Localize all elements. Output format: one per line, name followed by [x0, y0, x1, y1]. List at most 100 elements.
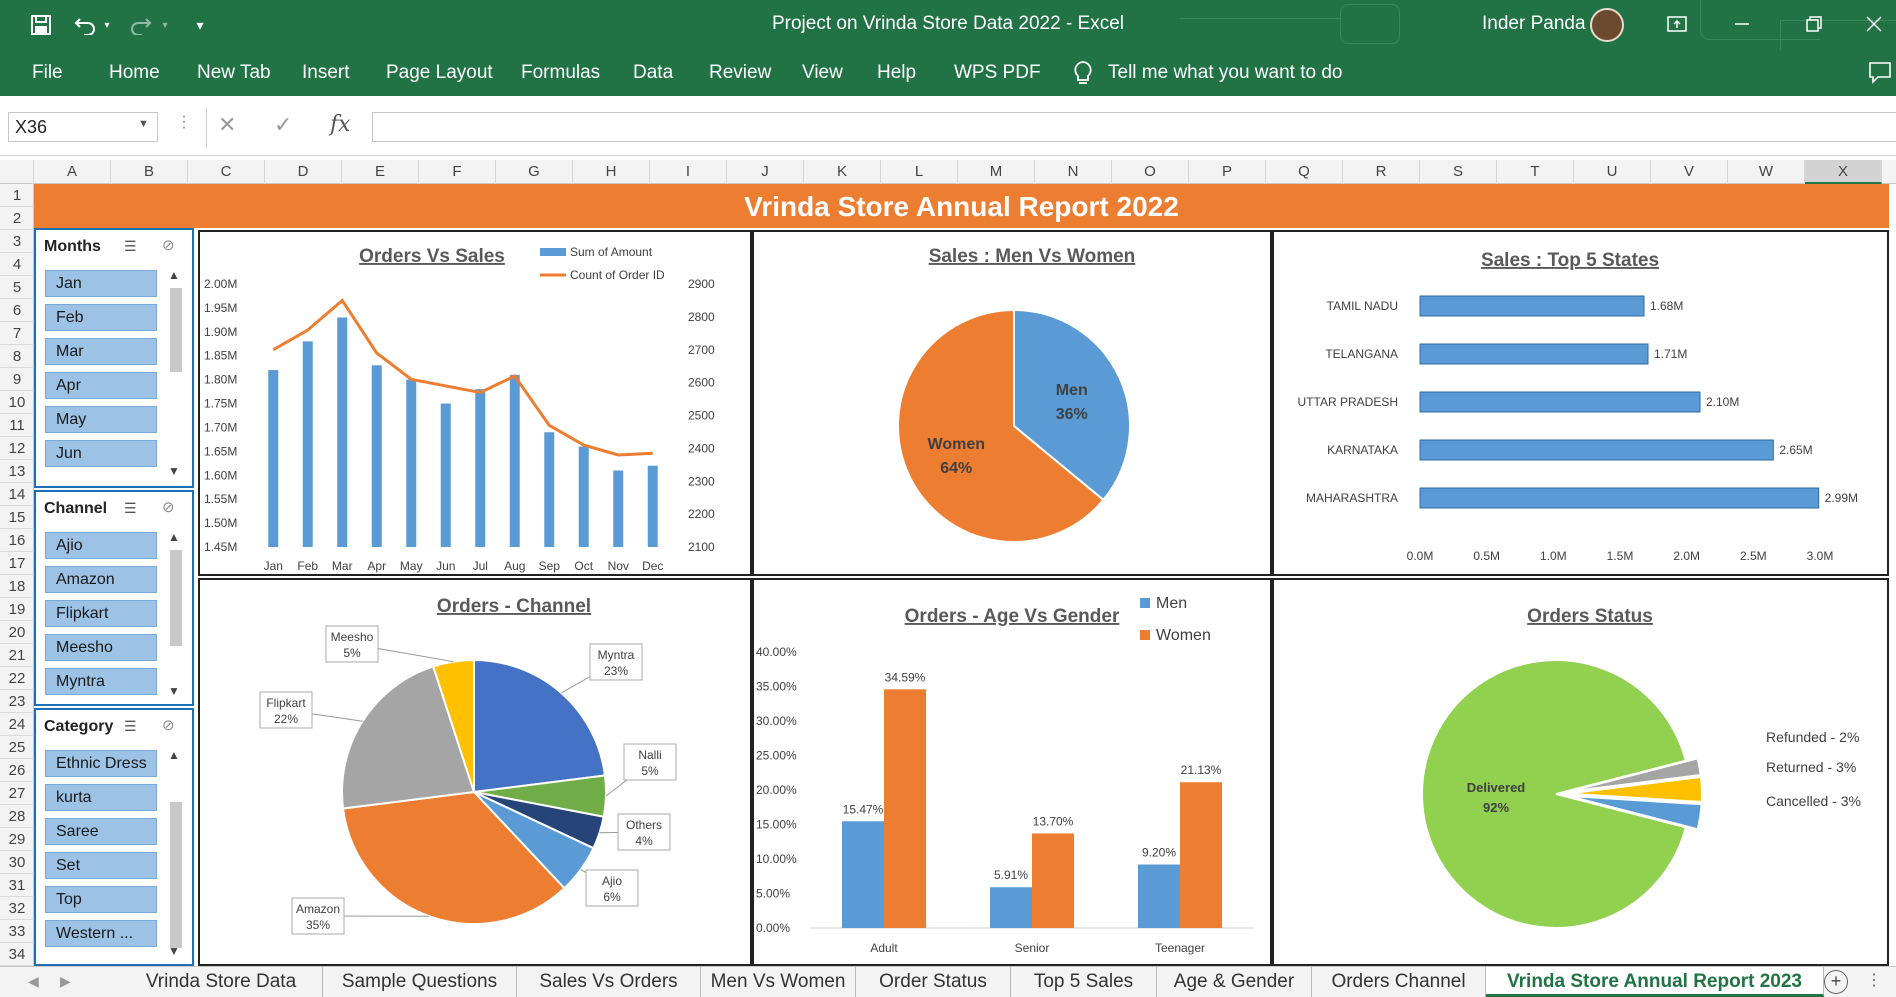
column-header[interactable]: H — [573, 160, 650, 184]
column-header[interactable]: C — [188, 160, 265, 184]
row-header[interactable]: 11 — [0, 414, 34, 437]
tab-wps-pdf[interactable]: WPS PDF — [954, 62, 1041, 83]
tab-home[interactable]: Home — [109, 62, 160, 83]
row-header[interactable]: 34 — [0, 943, 34, 966]
sheet-tab[interactable]: Order Status — [856, 967, 1011, 997]
insert-function-icon[interactable]: fx — [330, 112, 351, 137]
column-header[interactable]: U — [1574, 160, 1651, 184]
tab-insert[interactable]: Insert — [302, 62, 350, 83]
slicer-item-apr[interactable]: Apr — [45, 372, 157, 399]
redo-dropdown-icon[interactable]: ▾ — [162, 19, 168, 31]
scroll-down-icon[interactable]: ▼ — [168, 464, 180, 478]
row-header[interactable]: 33 — [0, 920, 34, 943]
row-header[interactable]: 32 — [0, 897, 34, 920]
row-header[interactable]: 25 — [0, 736, 34, 759]
restore-icon[interactable] — [1792, 6, 1836, 42]
scroll-thumb[interactable] — [170, 802, 182, 948]
column-header[interactable]: M — [958, 160, 1035, 184]
sheet-tab[interactable]: Sales Vs Orders — [517, 967, 701, 997]
row-header[interactable]: 28 — [0, 805, 34, 828]
slicer-item-myntra[interactable]: Myntra — [45, 668, 157, 695]
row-header[interactable]: 29 — [0, 828, 34, 851]
worksheet[interactable]: Vrinda Store Annual Report 2022 Months ☰… — [34, 184, 1896, 966]
slicer-item-ajio[interactable]: Ajio — [45, 532, 157, 559]
undo-dropdown-icon[interactable]: ▾ — [104, 19, 110, 31]
category-slicer[interactable]: Category ☰ ⊘ Ethnic Dress kurta Saree Se… — [34, 708, 194, 966]
channel-slicer[interactable]: Channel ☰ ⊘ Ajio Amazon Flipkart Meesho … — [34, 490, 194, 706]
clear-filter-icon[interactable]: ⊘ — [162, 499, 175, 516]
scroll-up-icon[interactable]: ▲ — [168, 748, 180, 762]
slicer-item-top[interactable]: Top — [45, 886, 157, 913]
slicer-scrollbar[interactable]: ▲ ▼ — [166, 268, 186, 482]
add-sheet-icon[interactable]: + — [1824, 970, 1848, 994]
tab-file[interactable]: File — [32, 62, 63, 83]
slicer-item-western[interactable]: Western ... — [45, 920, 157, 947]
slicer-scrollbar[interactable]: ▲ ▼ — [166, 748, 186, 962]
sheet-tab[interactable]: Vrinda Store Data — [120, 967, 323, 997]
column-header[interactable]: D — [265, 160, 342, 184]
slicer-item-may[interactable]: May — [45, 406, 157, 433]
slicer-item-kurta[interactable]: kurta — [45, 784, 157, 811]
column-header[interactable]: G — [496, 160, 573, 184]
tab-formulas[interactable]: Formulas — [521, 62, 601, 83]
cancel-formula-icon[interactable]: ✕ — [218, 112, 237, 137]
column-header[interactable]: P — [1189, 160, 1266, 184]
clear-filter-icon[interactable]: ⊘ — [162, 717, 175, 734]
row-header[interactable]: 16 — [0, 529, 34, 552]
sheet-tab[interactable]: Age & Gender — [1157, 967, 1312, 997]
column-header[interactable]: I — [650, 160, 727, 184]
row-header[interactable]: 8 — [0, 345, 34, 368]
lightbulb-icon[interactable] — [1070, 59, 1096, 87]
row-header[interactable]: 3 — [0, 230, 34, 253]
column-header[interactable]: V — [1651, 160, 1728, 184]
tell-me-search[interactable]: Tell me what you want to do — [1108, 62, 1343, 83]
name-box[interactable]: X36 — [8, 112, 158, 142]
column-header[interactable]: X — [1805, 160, 1882, 184]
column-header[interactable]: J — [727, 160, 804, 184]
scroll-thumb[interactable] — [170, 550, 182, 646]
tab-view[interactable]: View — [802, 62, 843, 83]
avatar[interactable] — [1590, 8, 1624, 42]
row-header[interactable]: 2 — [0, 207, 34, 230]
clear-filter-icon[interactable]: ⊘ — [162, 237, 175, 254]
sheet-tab[interactable]: Men Vs Women — [701, 967, 856, 997]
scroll-thumb[interactable] — [170, 288, 182, 372]
top-5-states-chart[interactable]: Sales : Top 5 States TAMIL NADU 1.68M TELAN… — [1272, 230, 1889, 576]
sheet-tab[interactable]: Top 5 Sales — [1011, 967, 1157, 997]
tab-data[interactable]: Data — [633, 62, 674, 83]
row-header[interactable]: 17 — [0, 552, 34, 575]
slicer-item-mar[interactable]: Mar — [45, 338, 157, 365]
comments-icon[interactable] — [1868, 60, 1892, 89]
sheet-tab[interactable]: Sample Questions — [323, 967, 517, 997]
row-header[interactable]: 21 — [0, 644, 34, 667]
column-header[interactable]: S — [1420, 160, 1497, 184]
sales-men-women-chart[interactable]: Sales : Men Vs Women Men 36% Women 64% — [752, 230, 1272, 576]
scroll-up-icon[interactable]: ▲ — [168, 530, 180, 544]
row-header[interactable]: 4 — [0, 253, 34, 276]
row-header[interactable]: 7 — [0, 322, 34, 345]
row-header[interactable]: 27 — [0, 782, 34, 805]
scroll-tabs-right-icon[interactable]: ▶ — [60, 973, 71, 989]
row-header[interactable]: 10 — [0, 391, 34, 414]
orders-status-chart[interactable]: Orders Status Delivered 92% Refunded - 2% Re… — [1272, 578, 1889, 966]
slicer-item-set[interactable]: Set — [45, 852, 157, 879]
row-header[interactable]: 23 — [0, 690, 34, 713]
ribbon-display-options-icon[interactable] — [1655, 6, 1699, 42]
row-header[interactable]: 31 — [0, 874, 34, 897]
name-box-dropdown-icon[interactable]: ▼ — [138, 118, 149, 130]
row-header[interactable]: 19 — [0, 598, 34, 621]
row-header[interactable]: 6 — [0, 299, 34, 322]
tab-page-layout[interactable]: Page Layout — [386, 62, 493, 83]
scroll-down-icon[interactable]: ▼ — [168, 684, 180, 698]
close-icon[interactable] — [1852, 6, 1896, 42]
months-slicer[interactable]: Months ☰ ⊘ Jan Feb Mar Apr May Jun ▲ ▼ — [34, 228, 194, 488]
tabs-more-icon[interactable]: ⋮ — [1866, 972, 1882, 989]
orders-channel-chart[interactable]: Orders - Channel Myntra 23% Nalli 5% Others 4%… — [198, 578, 752, 966]
formula-input[interactable] — [372, 112, 1896, 142]
age-vs-gender-chart[interactable]: Orders - Age Vs Gender 40.00% 35.00% 30.00%… — [752, 578, 1272, 966]
scroll-up-icon[interactable]: ▲ — [168, 268, 180, 282]
undo-icon[interactable] — [72, 10, 98, 40]
column-header[interactable]: O — [1112, 160, 1189, 184]
slicer-item-jun[interactable]: Jun — [45, 440, 157, 467]
multi-select-icon[interactable]: ☰ — [124, 500, 137, 516]
